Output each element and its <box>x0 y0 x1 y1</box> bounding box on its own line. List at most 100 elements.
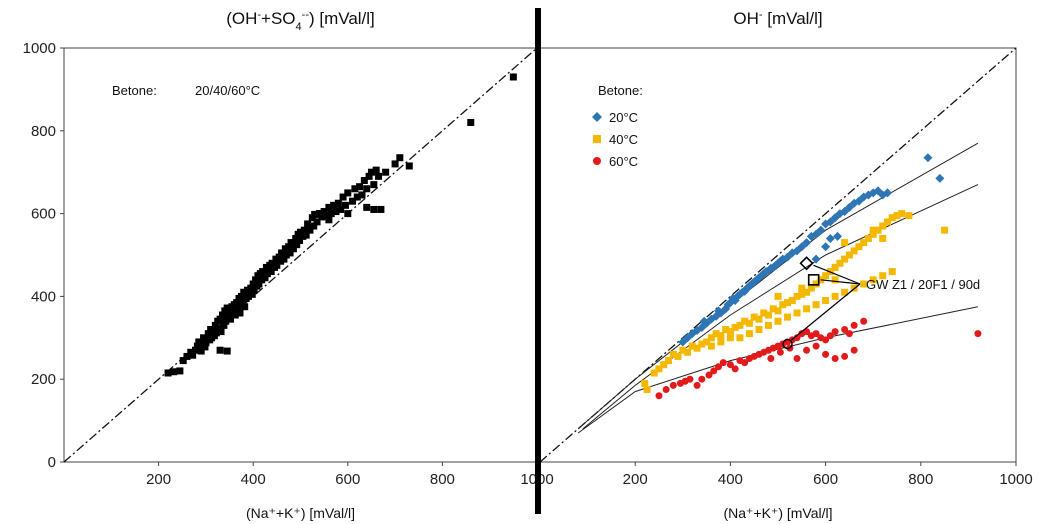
data-point-40c <box>888 268 896 276</box>
data-point-black <box>226 309 234 317</box>
x-tick-label: 400 <box>241 471 266 488</box>
data-point-black <box>285 243 293 251</box>
data-point-black <box>405 162 413 170</box>
panel-left: 020040060080010002004006008001000(Na⁺+K⁺… <box>23 9 554 521</box>
data-point-60c <box>793 334 801 342</box>
data-point-black <box>179 357 187 365</box>
data-point-40c <box>793 309 801 317</box>
data-point-black <box>259 268 267 276</box>
data-point-black <box>310 222 318 230</box>
data-point-40c <box>643 386 651 394</box>
data-point-40c <box>726 334 734 342</box>
data-point-black <box>286 249 294 257</box>
data-point-40c <box>860 280 868 288</box>
data-point-40c <box>898 210 906 218</box>
x-tick-label: 600 <box>335 471 360 488</box>
data-point-black <box>193 342 201 350</box>
data-point-20c <box>811 254 821 264</box>
data-point-40c <box>660 361 668 369</box>
data-point-40c <box>703 338 711 346</box>
data-point-40c <box>745 319 753 327</box>
data-point-black <box>325 203 333 211</box>
data-point-60c <box>793 355 801 362</box>
data-point-black <box>226 315 234 323</box>
data-point-black <box>292 234 300 242</box>
data-point-black <box>367 168 375 176</box>
y-tick-label: 200 <box>31 371 56 388</box>
data-point-40c <box>879 222 887 230</box>
data-point-40c <box>736 334 744 342</box>
data-point-black <box>252 276 260 284</box>
data-point-40c <box>665 357 673 365</box>
data-point-40c <box>841 288 849 296</box>
data-point-40c <box>812 301 820 309</box>
data-point-40c <box>717 338 725 346</box>
x-tick-label: 800 <box>908 471 933 488</box>
data-point-black <box>248 290 256 298</box>
data-point-black <box>240 288 248 296</box>
data-point-40c <box>641 379 649 387</box>
data-point-black <box>250 286 258 294</box>
data-point-40c <box>941 226 949 234</box>
data-point-black <box>325 216 333 224</box>
data-point-black <box>330 201 338 209</box>
data-point-black <box>315 210 323 218</box>
data-point-black <box>164 369 172 377</box>
data-point-black <box>202 339 210 347</box>
annotation-arrow <box>820 279 861 285</box>
panel-title: (OH-+SO4--) [mVal/l] <box>226 9 375 33</box>
highlight-circle <box>782 338 793 350</box>
data-point-black <box>280 255 288 263</box>
reference-line-1-1 <box>63 47 538 463</box>
legend-entry: 20°C <box>609 110 638 125</box>
data-point-black <box>349 197 357 205</box>
data-point-black <box>370 181 378 189</box>
y-tick-label: 800 <box>31 123 56 140</box>
data-point-black <box>189 351 197 359</box>
x-axis-label: (Na⁺+K⁺) [mVal/l] <box>723 505 832 521</box>
data-point-black <box>370 205 378 213</box>
data-point-40c <box>650 369 658 377</box>
data-point-black <box>261 274 269 282</box>
data-point-black <box>363 185 371 193</box>
x-tick-label: 200 <box>146 471 171 488</box>
data-point-40c <box>731 323 739 331</box>
data-point-black <box>351 185 359 193</box>
data-point-60c <box>776 348 784 356</box>
data-point-40c <box>784 299 792 307</box>
data-point-black <box>201 343 209 351</box>
data-point-40c <box>869 230 877 238</box>
data-point-20c <box>816 225 826 235</box>
data-point-black <box>353 193 361 201</box>
panel-divider <box>535 8 541 514</box>
data-point-black <box>287 239 295 247</box>
data-point-40c <box>803 288 811 296</box>
data-point-60c <box>686 375 694 383</box>
data-point-40c <box>905 212 913 220</box>
data-point-black <box>375 172 383 180</box>
data-point-40c <box>864 234 872 242</box>
data-point-black <box>467 119 475 127</box>
data-point-60c <box>850 321 858 329</box>
data-point-40c <box>769 305 777 313</box>
data-point-40c <box>798 290 806 298</box>
data-point-40c <box>855 243 863 251</box>
data-point-40c <box>688 342 696 350</box>
data-point-40c <box>655 365 663 373</box>
data-point-40c <box>883 218 891 226</box>
data-point-40c <box>717 332 725 340</box>
legend-title: Betone: <box>112 83 157 98</box>
data-point-black <box>293 241 301 249</box>
data-point-black <box>273 261 281 269</box>
data-point-40c <box>860 239 868 247</box>
data-point-60c <box>731 365 739 373</box>
data-point-40c <box>831 276 839 284</box>
data-point-black <box>296 237 304 245</box>
data-point-40c <box>707 334 715 342</box>
data-point-40c <box>822 272 830 280</box>
data-point-black <box>197 347 205 355</box>
data-point-black <box>249 280 257 288</box>
data-point-20c <box>882 188 892 198</box>
panel-right: 200 400 600 800 1000 (Na⁺+K⁺) [mVal/l] OH- [mV… <box>539 9 1033 521</box>
data-point-40c <box>774 317 782 325</box>
